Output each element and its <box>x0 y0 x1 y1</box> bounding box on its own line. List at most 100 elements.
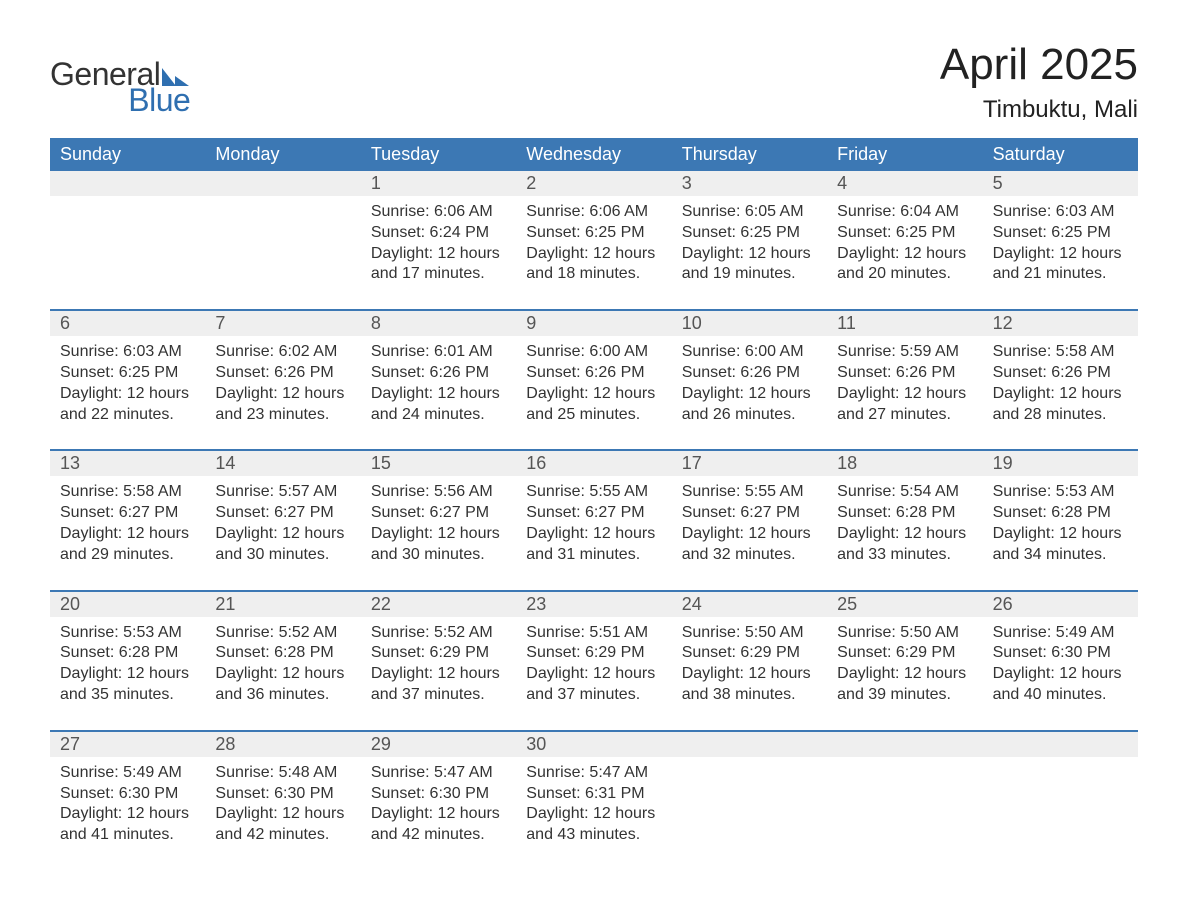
sunrise-line: Sunrise: 5:48 AM <box>215 763 350 784</box>
calendar-day-headers: SundayMondayTuesdayWednesdayThursdayFrid… <box>50 138 1138 171</box>
sunrise-line: Sunrise: 5:47 AM <box>371 763 506 784</box>
daylight-line: Daylight: 12 hours and 42 minutes. <box>215 804 350 846</box>
sunset-line: Sunset: 6:27 PM <box>526 503 661 524</box>
sunrise-line: Sunrise: 5:57 AM <box>215 482 350 503</box>
daylight-line: Daylight: 12 hours and 20 minutes. <box>837 244 972 286</box>
daylight-line: Daylight: 12 hours and 43 minutes. <box>526 804 661 846</box>
sunrise-line: Sunrise: 5:52 AM <box>215 623 350 644</box>
day-cell: Sunrise: 6:05 AMSunset: 6:25 PMDaylight:… <box>672 196 827 309</box>
page-title: April 2025 <box>940 40 1138 90</box>
day-number: 8 <box>361 311 516 336</box>
sunrise-line: Sunrise: 5:56 AM <box>371 482 506 503</box>
day-cell: Sunrise: 5:55 AMSunset: 6:27 PMDaylight:… <box>672 476 827 589</box>
day-number: 25 <box>827 592 982 617</box>
day-number: 21 <box>205 592 360 617</box>
day-number: 23 <box>516 592 671 617</box>
day-number: 24 <box>672 592 827 617</box>
day-number: 26 <box>983 592 1138 617</box>
daylight-line: Daylight: 12 hours and 34 minutes. <box>993 524 1128 566</box>
day-cell: Sunrise: 5:52 AMSunset: 6:28 PMDaylight:… <box>205 617 360 730</box>
day-number: 14 <box>205 451 360 476</box>
sunset-line: Sunset: 6:29 PM <box>371 643 506 664</box>
day-cell <box>983 757 1138 870</box>
sunset-line: Sunset: 6:30 PM <box>215 784 350 805</box>
day-number: 2 <box>516 171 671 196</box>
daylight-line: Daylight: 12 hours and 40 minutes. <box>993 664 1128 706</box>
header: General Blue April 2025 Timbuktu, Mali <box>50 40 1138 124</box>
day-cell: Sunrise: 5:54 AMSunset: 6:28 PMDaylight:… <box>827 476 982 589</box>
sunset-line: Sunset: 6:25 PM <box>526 223 661 244</box>
calendar-week: 6789101112Sunrise: 6:03 AMSunset: 6:25 P… <box>50 309 1138 449</box>
day-number: 13 <box>50 451 205 476</box>
day-cell: Sunrise: 6:02 AMSunset: 6:26 PMDaylight:… <box>205 336 360 449</box>
daylight-line: Daylight: 12 hours and 42 minutes. <box>371 804 506 846</box>
sunrise-line: Sunrise: 5:59 AM <box>837 342 972 363</box>
day-cell: Sunrise: 5:53 AMSunset: 6:28 PMDaylight:… <box>983 476 1138 589</box>
daylight-line: Daylight: 12 hours and 24 minutes. <box>371 384 506 426</box>
day-number <box>205 171 360 196</box>
day-cell: Sunrise: 5:47 AMSunset: 6:31 PMDaylight:… <box>516 757 671 870</box>
sunset-line: Sunset: 6:27 PM <box>371 503 506 524</box>
sunrise-line: Sunrise: 5:47 AM <box>526 763 661 784</box>
day-cell: Sunrise: 5:58 AMSunset: 6:26 PMDaylight:… <box>983 336 1138 449</box>
sunrise-line: Sunrise: 5:58 AM <box>60 482 195 503</box>
daynum-row: 12345 <box>50 171 1138 196</box>
day-cell: Sunrise: 5:47 AMSunset: 6:30 PMDaylight:… <box>361 757 516 870</box>
day-cell: Sunrise: 5:56 AMSunset: 6:27 PMDaylight:… <box>361 476 516 589</box>
day-cell: Sunrise: 5:57 AMSunset: 6:27 PMDaylight:… <box>205 476 360 589</box>
day-header: Monday <box>205 138 360 171</box>
sunset-line: Sunset: 6:26 PM <box>837 363 972 384</box>
sunrise-line: Sunrise: 5:51 AM <box>526 623 661 644</box>
day-cell: Sunrise: 6:06 AMSunset: 6:25 PMDaylight:… <box>516 196 671 309</box>
day-cell: Sunrise: 5:50 AMSunset: 6:29 PMDaylight:… <box>672 617 827 730</box>
day-header: Thursday <box>672 138 827 171</box>
day-cell: Sunrise: 5:52 AMSunset: 6:29 PMDaylight:… <box>361 617 516 730</box>
day-number: 22 <box>361 592 516 617</box>
day-cell <box>672 757 827 870</box>
day-cell: Sunrise: 5:48 AMSunset: 6:30 PMDaylight:… <box>205 757 360 870</box>
day-number: 4 <box>827 171 982 196</box>
day-cell: Sunrise: 6:03 AMSunset: 6:25 PMDaylight:… <box>983 196 1138 309</box>
day-header: Saturday <box>983 138 1138 171</box>
day-cell: Sunrise: 5:59 AMSunset: 6:26 PMDaylight:… <box>827 336 982 449</box>
sunrise-line: Sunrise: 6:03 AM <box>60 342 195 363</box>
sunset-line: Sunset: 6:26 PM <box>682 363 817 384</box>
sunrise-line: Sunrise: 5:49 AM <box>60 763 195 784</box>
day-cell: Sunrise: 5:49 AMSunset: 6:30 PMDaylight:… <box>983 617 1138 730</box>
calendar-week: 20212223242526Sunrise: 5:53 AMSunset: 6:… <box>50 590 1138 730</box>
sunrise-line: Sunrise: 6:02 AM <box>215 342 350 363</box>
daylight-line: Daylight: 12 hours and 30 minutes. <box>215 524 350 566</box>
sunset-line: Sunset: 6:30 PM <box>993 643 1128 664</box>
logo: General Blue <box>50 40 190 116</box>
day-number: 7 <box>205 311 360 336</box>
daylight-line: Daylight: 12 hours and 30 minutes. <box>371 524 506 566</box>
sunset-line: Sunset: 6:31 PM <box>526 784 661 805</box>
daylight-line: Daylight: 12 hours and 27 minutes. <box>837 384 972 426</box>
sunrise-line: Sunrise: 5:54 AM <box>837 482 972 503</box>
sunset-line: Sunset: 6:27 PM <box>682 503 817 524</box>
sunrise-line: Sunrise: 6:04 AM <box>837 202 972 223</box>
daylight-line: Daylight: 12 hours and 26 minutes. <box>682 384 817 426</box>
sunrise-line: Sunrise: 6:05 AM <box>682 202 817 223</box>
day-cell: Sunrise: 5:49 AMSunset: 6:30 PMDaylight:… <box>50 757 205 870</box>
sunset-line: Sunset: 6:29 PM <box>837 643 972 664</box>
day-number <box>672 732 827 757</box>
day-cell <box>827 757 982 870</box>
sunrise-line: Sunrise: 5:50 AM <box>837 623 972 644</box>
daylight-line: Daylight: 12 hours and 25 minutes. <box>526 384 661 426</box>
day-cell: Sunrise: 6:00 AMSunset: 6:26 PMDaylight:… <box>516 336 671 449</box>
sunrise-line: Sunrise: 6:00 AM <box>682 342 817 363</box>
daylight-line: Daylight: 12 hours and 39 minutes. <box>837 664 972 706</box>
sunset-line: Sunset: 6:25 PM <box>837 223 972 244</box>
sunset-line: Sunset: 6:25 PM <box>993 223 1128 244</box>
daylight-line: Daylight: 12 hours and 37 minutes. <box>371 664 506 706</box>
day-number: 16 <box>516 451 671 476</box>
day-number: 15 <box>361 451 516 476</box>
day-number: 3 <box>672 171 827 196</box>
day-number: 5 <box>983 171 1138 196</box>
sunrise-line: Sunrise: 6:06 AM <box>526 202 661 223</box>
sunset-line: Sunset: 6:26 PM <box>215 363 350 384</box>
sunrise-line: Sunrise: 6:00 AM <box>526 342 661 363</box>
day-number: 12 <box>983 311 1138 336</box>
day-header: Wednesday <box>516 138 671 171</box>
